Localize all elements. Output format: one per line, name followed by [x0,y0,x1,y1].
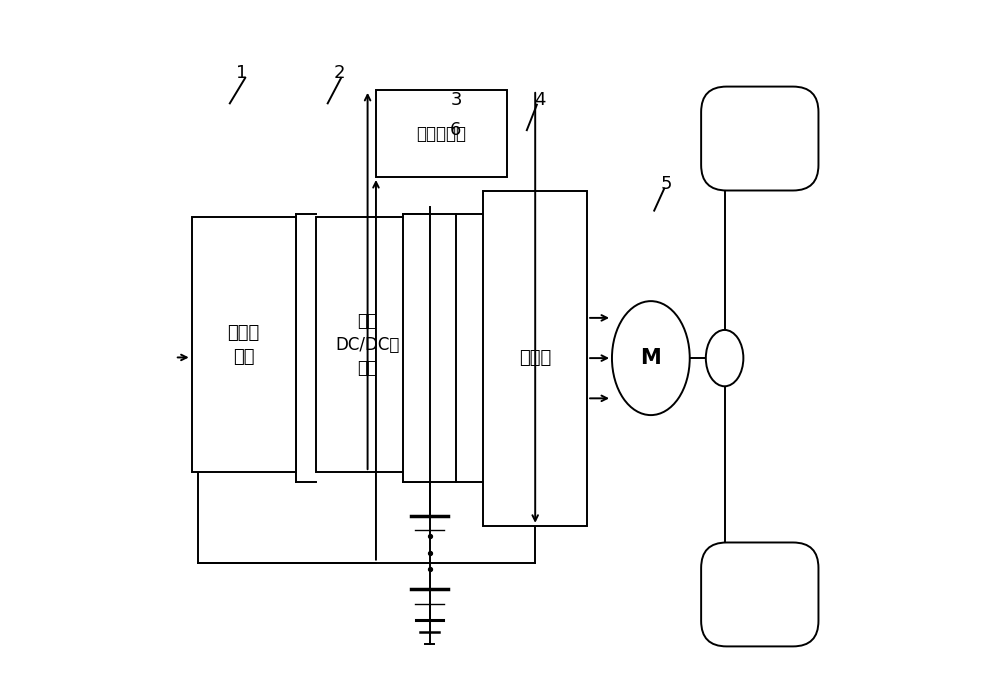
Text: 1: 1 [236,64,248,82]
Text: 4: 4 [534,91,546,109]
Text: 5: 5 [661,175,672,193]
Text: 逆变器: 逆变器 [519,349,551,367]
FancyBboxPatch shape [701,542,818,646]
Bar [192,217,296,472]
Text: 6: 6 [449,121,461,139]
Bar [376,90,507,177]
Bar [483,191,587,526]
Text: 整车控制器: 整车控制器 [416,124,466,143]
Ellipse shape [612,301,690,415]
FancyBboxPatch shape [701,87,818,191]
Text: 弹性储
能器: 弹性储 能器 [227,324,260,366]
Bar [403,214,456,482]
Text: 3: 3 [451,91,462,109]
Text: M: M [640,348,661,368]
Text: 双向
DC/DC转
换器: 双向 DC/DC转 换器 [335,312,400,377]
Bar [316,217,420,472]
Text: 2: 2 [333,64,345,82]
Ellipse shape [706,330,743,386]
